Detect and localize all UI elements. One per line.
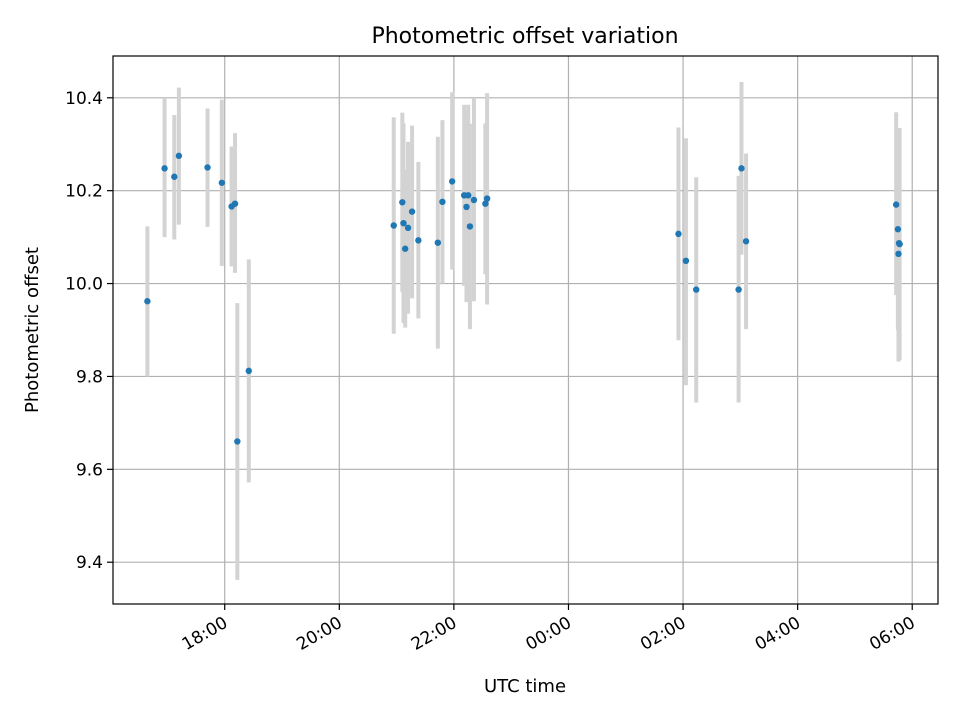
data-point [675,230,682,238]
data-point [439,198,446,206]
data-point [483,195,491,202]
data-point [466,223,474,230]
data-point [895,250,902,258]
x-axis-label: UTC time [484,676,566,697]
data-point [463,203,470,211]
data-point [894,226,902,233]
y-tick-label: 9.6 [76,460,103,480]
marker-layer [144,152,903,445]
y-axis-label: Photometric offset [22,247,43,413]
data-point [408,208,416,215]
y-tick-label: 9.8 [76,367,103,387]
data-point [400,219,407,227]
data-point [161,165,168,172]
data-point [693,286,700,293]
data-point [390,222,397,229]
data-point [434,239,442,246]
data-point [415,237,422,244]
data-point [231,200,239,207]
data-point [204,164,211,171]
y-tick-label: 10.2 [65,182,103,202]
data-point [401,245,409,252]
data-point [465,192,472,199]
data-point [738,165,745,172]
y-tick-label: 10.0 [65,275,103,295]
data-point [144,298,151,305]
data-point [482,200,489,207]
data-point [448,178,456,185]
plot-frame [112,55,939,605]
data-point [896,240,903,248]
data-point [735,286,742,293]
data-point [682,257,690,265]
data-point [171,173,178,180]
data-point [234,438,241,445]
data-point [399,199,406,206]
y-tick-label: 9.4 [76,553,103,573]
data-point [218,179,226,186]
data-point [175,152,183,160]
chart-title: Photometric offset variation [371,24,678,49]
y-tick-label: 10.4 [65,89,103,109]
data-point [245,367,252,375]
data-point [742,238,750,245]
data-point [404,224,412,232]
data-point [892,201,900,208]
data-point [470,196,478,204]
